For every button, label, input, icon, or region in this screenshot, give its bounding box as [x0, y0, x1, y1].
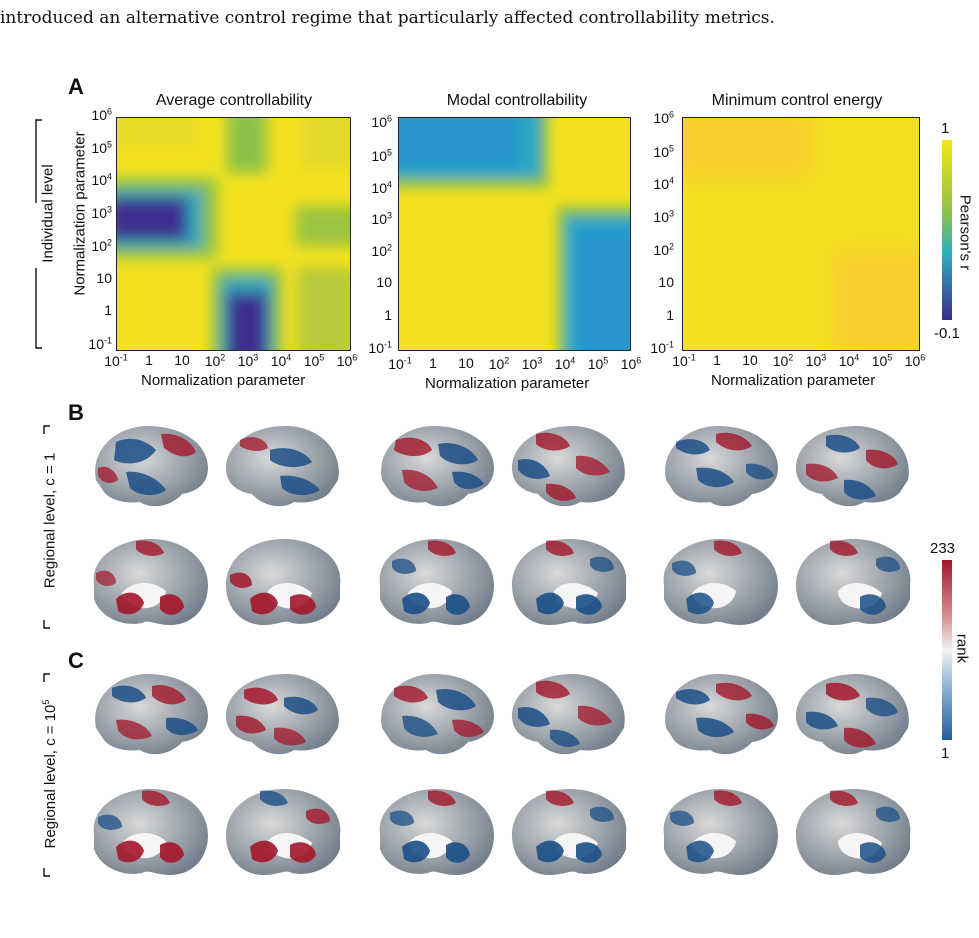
ytick-1e-1: 10-1	[88, 335, 112, 352]
ytick-1e2: 102	[91, 237, 112, 254]
pearson-min: -0.1	[934, 325, 960, 342]
rank-max: 233	[930, 540, 956, 557]
heatmap-average-controllability	[107, 108, 365, 363]
ytick-1e5: 105	[91, 139, 112, 156]
regional-c1-bracket	[38, 420, 58, 635]
heatmap-modal-controllability	[389, 108, 647, 368]
brain-avg-c1-right-lateral	[220, 420, 348, 512]
title-average-controllability: Average controllability	[155, 92, 313, 109]
panel-label-a: A	[68, 74, 84, 99]
brain-mce-c1-left-lateral	[656, 420, 784, 512]
ytick-10: 10	[96, 270, 112, 286]
x-ticks-heatmap3: 10-1 1 10 102 103 104 105 106	[672, 352, 926, 369]
intro-text: introduced an alternative control regime…	[0, 8, 775, 28]
brain-modal-c1-right-medial	[506, 533, 634, 629]
individual-level-label: Individual level	[39, 164, 57, 263]
ytick-1e6: 106	[91, 106, 112, 123]
rank-label: rank	[953, 633, 971, 664]
brain-mce-c1-left-medial	[656, 533, 784, 629]
regional-c105-label: Regional level, c = 105	[41, 699, 59, 849]
panel-label-b: B	[68, 400, 84, 425]
ytick-1e3: 103	[91, 204, 112, 221]
brain-avg-c105-left-lateral	[86, 668, 214, 760]
x-ticks-heatmap2: 10-1 1 10 102 103 104 105 106	[388, 355, 642, 372]
brain-mce-c1-right-lateral	[790, 420, 918, 512]
brain-avg-c1-right-medial	[220, 533, 348, 629]
regional-c105-bracket	[38, 668, 58, 883]
individual-level-bracket	[20, 118, 50, 350]
brain-avg-c1-left-medial	[86, 533, 214, 629]
heatmap-minimum-control-energy	[673, 108, 933, 358]
ytick-1e4: 104	[91, 171, 112, 188]
brain-avg-c1-left-lateral	[86, 420, 214, 512]
xlabel-heatmap3: Normalization parameter	[711, 372, 876, 389]
brain-avg-c105-right-medial	[220, 783, 348, 879]
brain-mce-c105-right-medial	[790, 783, 918, 879]
xlabel-heatmap2: Normalization parameter	[425, 375, 590, 392]
brain-mce-c105-right-lateral	[790, 668, 918, 760]
brain-modal-c105-right-medial	[506, 783, 634, 879]
title-modal-controllability: Modal controllability	[446, 92, 588, 109]
regional-c1-label: Regional level, c = 1	[41, 452, 59, 589]
panel-label-c: C	[68, 648, 84, 673]
rank-min: 1	[941, 745, 950, 762]
pearson-label: Pearson's r	[956, 194, 974, 271]
x-ticks-heatmap1: 10-1 1 10 102 103 104 105 106	[104, 352, 358, 369]
brain-modal-c105-right-lateral	[506, 668, 634, 760]
brain-avg-c105-left-medial	[86, 783, 214, 879]
pearson-max: 1	[941, 120, 950, 137]
brain-modal-c1-left-medial	[372, 533, 500, 629]
brain-avg-c105-right-lateral	[220, 668, 348, 760]
title-minimum-control-energy: Minimum control energy	[711, 92, 883, 109]
pearson-colorbar	[942, 140, 952, 320]
brain-mce-c105-left-lateral	[656, 668, 784, 760]
brain-mce-c1-right-medial	[790, 533, 918, 629]
brain-modal-c1-left-lateral	[372, 420, 500, 512]
brain-modal-c105-left-medial	[372, 783, 500, 879]
ytick-1: 1	[104, 302, 112, 318]
brain-modal-c1-right-lateral	[506, 420, 634, 512]
xlabel-heatmap1: Normalization parameter	[141, 372, 306, 389]
rank-colorbar	[942, 560, 952, 740]
brain-mce-c105-left-medial	[656, 783, 784, 879]
brain-modal-c105-left-lateral	[372, 668, 500, 760]
